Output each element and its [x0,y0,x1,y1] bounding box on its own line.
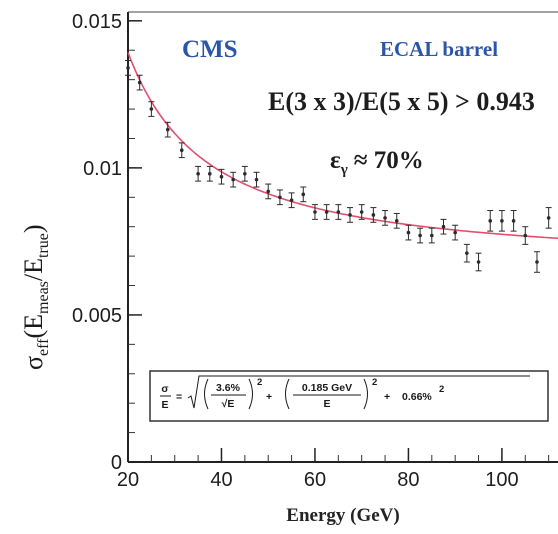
data-point [125,60,131,76]
data-point [452,224,459,241]
formula-paren-1 [204,378,209,410]
x-tick-label: 60 [304,469,326,491]
data-point [230,171,237,188]
formula-term2-den: E [323,398,330,410]
data-point [206,165,213,182]
formula-paren-1-close [248,378,253,410]
formula-lhs-bottom: E [161,399,168,411]
data-point [522,226,529,245]
y-minor-ticks [128,20,135,463]
data-point [178,142,185,159]
data-point [335,204,342,220]
formula-term1-num: 3.6% [216,382,241,394]
data-point [148,101,155,117]
data-point [276,189,283,206]
x-tick-label: 100 [485,469,518,491]
formula-eq: = [176,391,182,403]
data-point [498,210,505,232]
data-point [253,171,260,188]
data-point [475,252,482,272]
y-tick-label: 0.005 [72,305,122,327]
formula-lhs-top: σ [161,383,168,395]
x-tick-label: 80 [397,469,419,491]
data-point [487,210,494,232]
data-point [164,121,171,138]
data-point [288,192,295,209]
formula-plus-1: + [266,391,272,403]
y-tick-label: 0 [111,452,122,474]
data-point [533,251,540,273]
formula-sq-2: 2 [372,377,377,388]
data-point [358,204,365,220]
formula-term3: 0.66% [402,391,432,403]
formula-term2-num: 0.185 GeV [302,382,352,394]
cut-label: E(3 x 3)/E(5 x 5) > 0.943 [268,87,535,116]
data-point [218,168,225,185]
x-tick-label: 40 [210,469,232,491]
data-point [417,227,424,244]
data-point [545,207,552,229]
data-point [241,165,248,182]
resolution-formula: σ E = 3.6% √E 2 + 0.185 GeV E 2 + 0.66% … [149,370,549,422]
y-axis-title: σeff(Emeas/Etrue) [19,224,52,370]
formula-plus-2: + [384,391,390,403]
data-point [136,74,143,91]
cms-label: CMS [182,36,238,63]
data-point [265,183,272,200]
data-point [323,204,330,220]
x-minor-ticks [127,455,550,462]
formula-paren-2-close [363,378,368,410]
data-point [300,186,307,203]
data-point [428,227,435,244]
x-ticks: 20 40 60 80 100 [117,448,519,491]
formula-sqrt [187,375,530,409]
data-point [195,165,202,182]
data-point [405,224,412,241]
data-point [463,243,470,263]
x-axis-title: Energy (GeV) [286,505,399,526]
data-point [440,218,447,235]
ecal-barrel-label: ECAL barrel [380,37,498,61]
formula-paren-2 [285,378,290,410]
formula-sq-3: 2 [439,384,444,395]
formula-sq-1: 2 [257,377,262,388]
data-points [125,60,552,273]
data-point [382,210,389,226]
formula-term1-den: √E [222,398,235,410]
efficiency-label: εγ ≈ 70% [330,147,424,178]
y-tick-label: 0.015 [72,11,122,33]
data-point [393,212,400,229]
formula-box [149,370,549,422]
y-tick-label: 0.01 [83,158,122,180]
data-point [311,204,318,220]
data-point [370,207,377,223]
x-tick-label: 20 [117,469,139,491]
y-ticks: 0 0.005 0.01 0.015 [72,11,142,474]
fit-curve [127,52,558,240]
data-point [347,207,354,223]
data-point [510,210,517,232]
